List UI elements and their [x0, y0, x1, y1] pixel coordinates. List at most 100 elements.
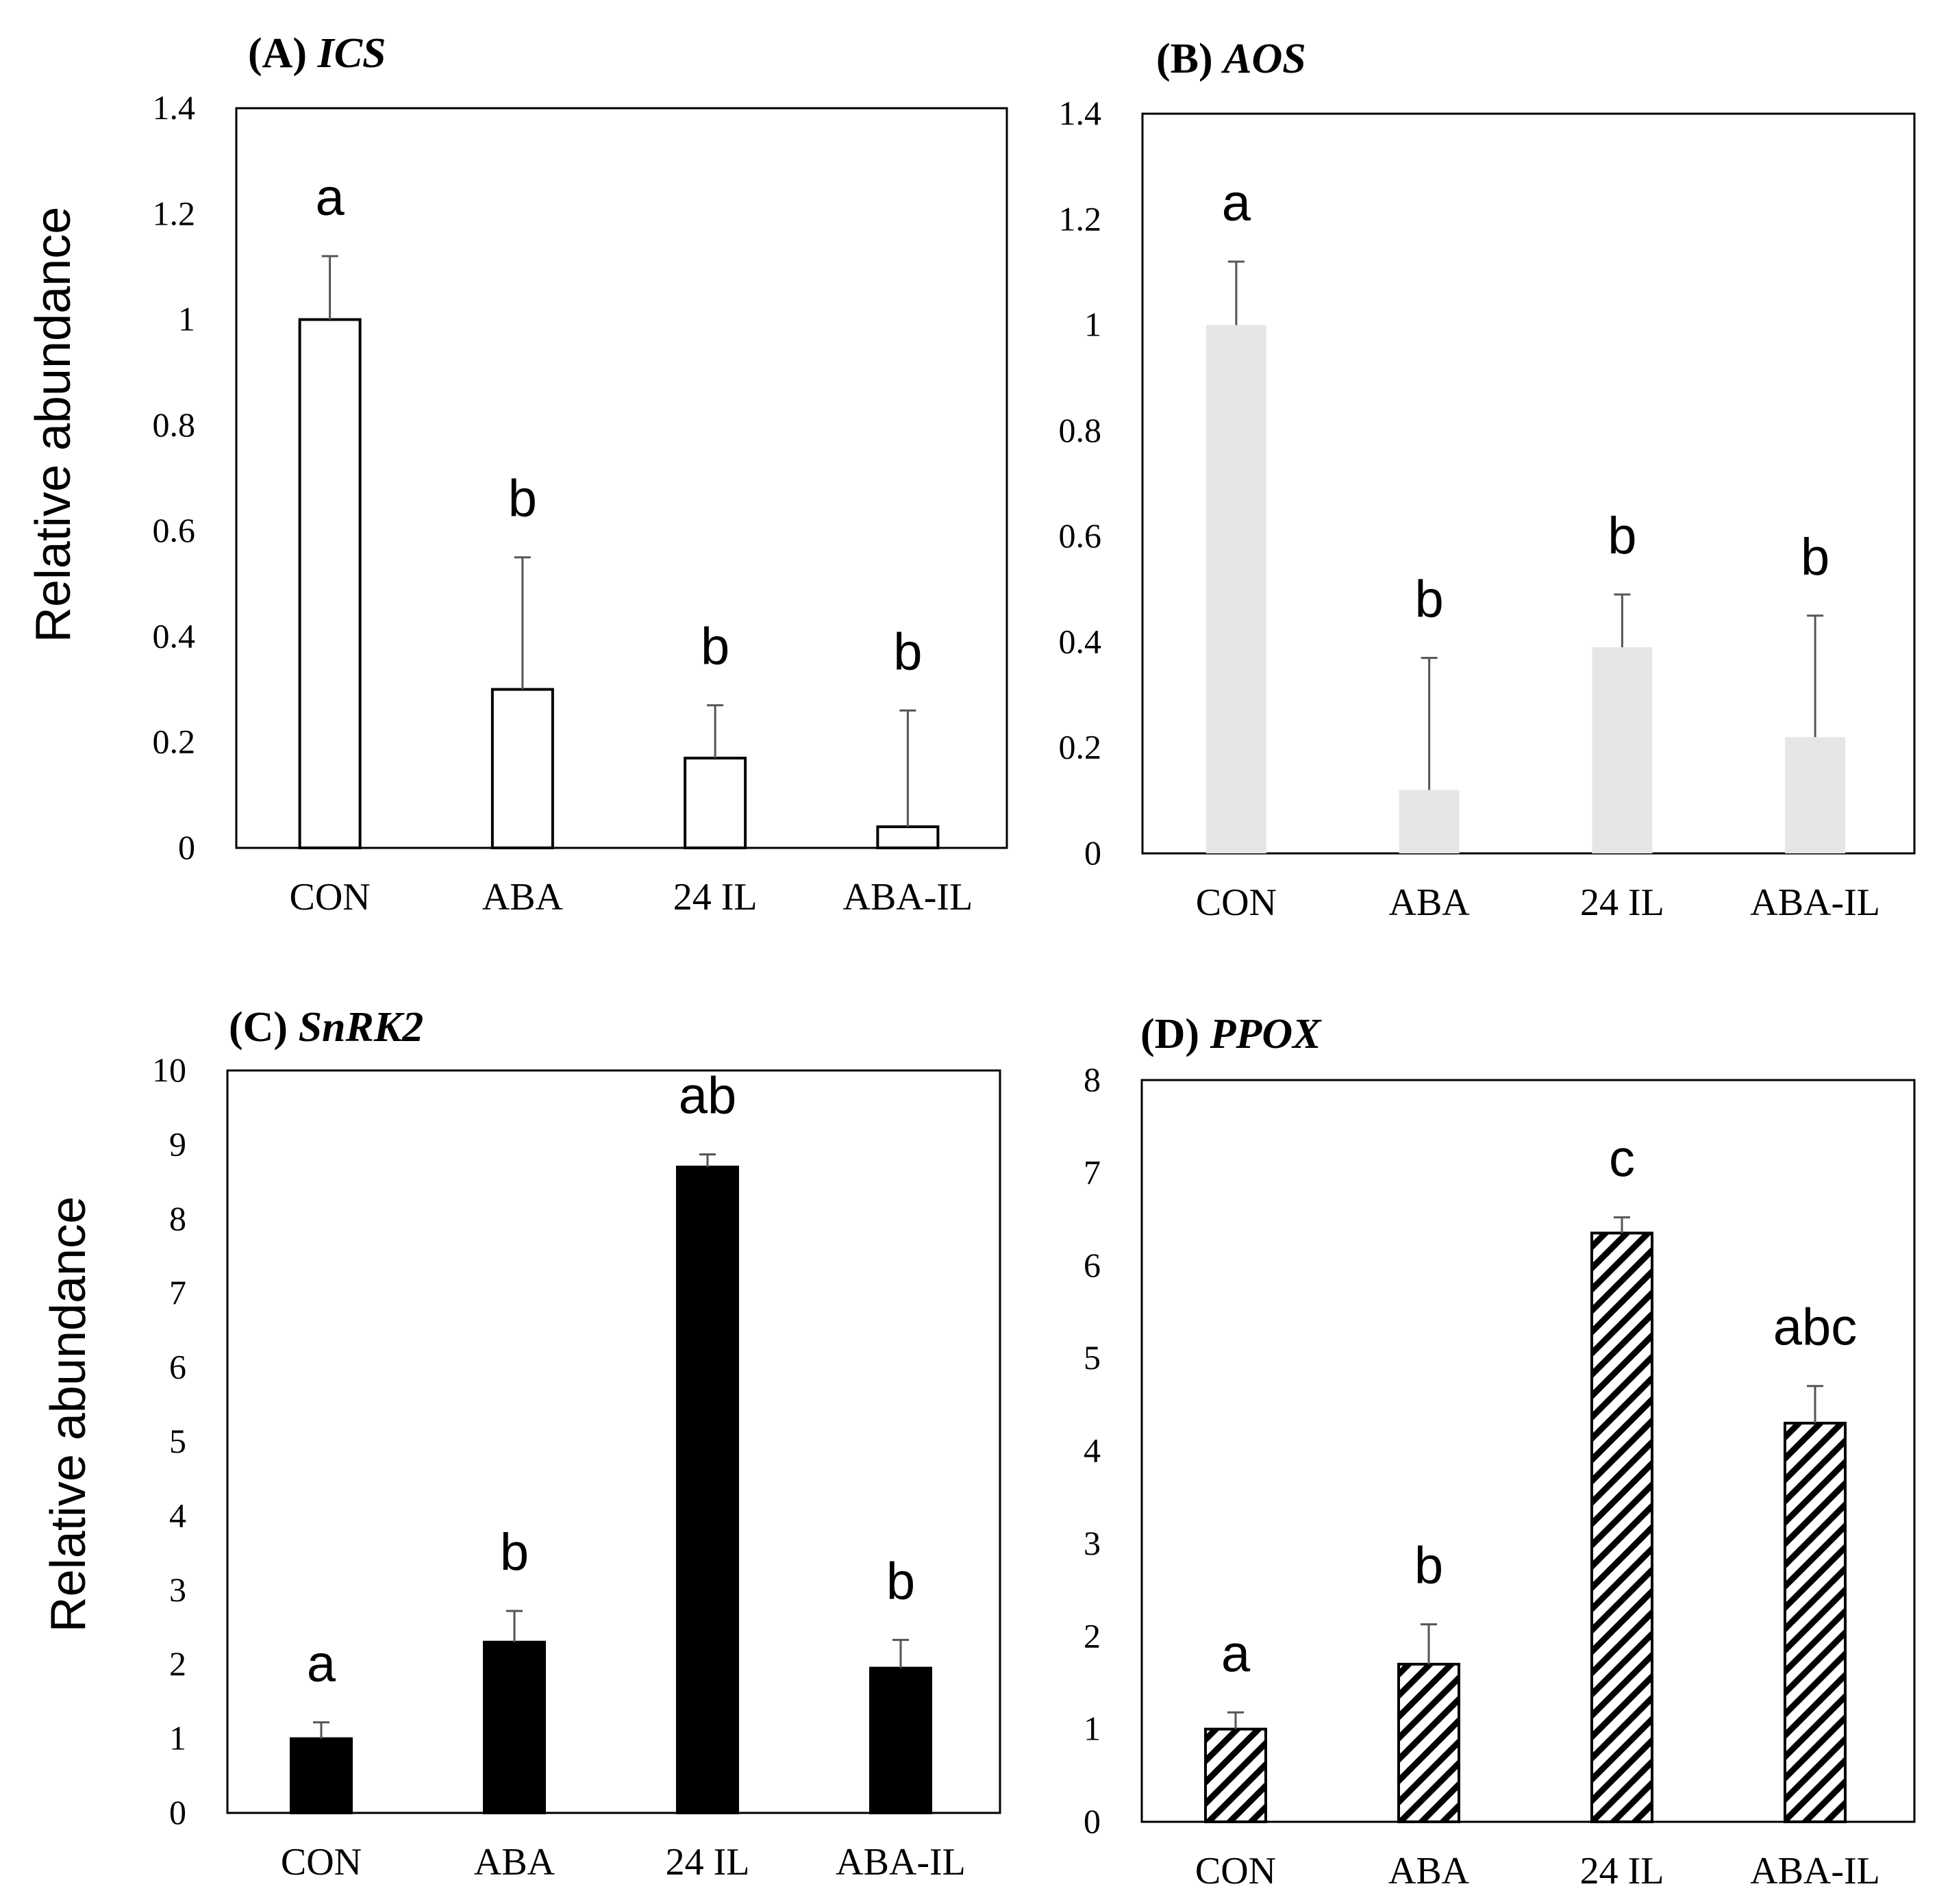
panel-a-error-bar-1 — [514, 556, 531, 690]
panel-a-bar-0 — [298, 318, 362, 850]
panel-a-error-bar-0 — [321, 255, 338, 320]
panel-d-gene: PPOX — [1210, 1011, 1323, 1057]
panel-d-ytick-3: 3 — [1084, 1524, 1101, 1562]
panel-b-letter: (B) — [1156, 36, 1213, 82]
panel-b-ytick-7: 1.4 — [1059, 94, 1102, 132]
panel-d-ytick-7: 7 — [1084, 1153, 1101, 1191]
panel-d-significance-3: abc — [1773, 1299, 1858, 1357]
panel-c-ytick-5: 5 — [169, 1422, 186, 1460]
panel-a-ytick-0: 0 — [178, 828, 195, 866]
panel-a-ytick-7: 1.4 — [153, 88, 196, 127]
panel-b-error-bar-2 — [1614, 593, 1631, 648]
panel-d-xtick-2: 24 IL — [1580, 1850, 1664, 1892]
panel-b-bar-1 — [1399, 790, 1460, 853]
panel-c-xtick-0: CON — [281, 1841, 362, 1883]
panel-b-aos-chart: (B) AOS 0 0.2 0.4 0.6 0.8 1 1.2 1.4 a CON b ABA b 24 … — [1059, 36, 1916, 924]
panel-a-ytick-2: 0.4 — [153, 616, 196, 655]
panel-b-significance-1: b — [1414, 571, 1443, 629]
panel-c-ytick-7: 7 — [169, 1273, 186, 1312]
panel-d-ppox-chart: (D) PPOX 0 1 2 3 4 5 6 7 8 a CON b ABA c 24 IL abc ABA-I… — [1084, 1011, 1916, 1892]
panel-a-significance-1: b — [508, 470, 537, 528]
panel-d-ytick-5: 5 — [1084, 1338, 1101, 1377]
panel-d-error-bar-0 — [1227, 1711, 1244, 1729]
panel-a-ytick-5: 1 — [178, 300, 195, 338]
panel-b-ytick-0: 0 — [1084, 834, 1101, 872]
panel-b-bar-0 — [1205, 325, 1266, 854]
panel-d-letter: (D) — [1140, 1011, 1199, 1057]
panel-d-ytick-1: 1 — [1084, 1709, 1101, 1748]
panel-a-ytick-3: 0.6 — [153, 511, 196, 549]
panel-c-error-bar-3 — [892, 1638, 909, 1668]
panel-a-error-bar-3 — [899, 709, 916, 827]
panel-a-error-bar-2 — [707, 704, 724, 758]
panel-c-error-bar-2 — [699, 1153, 716, 1167]
panel-a-ics-chart: (A) ICS Relative abundance 0 0.2 0.4 0.6 0.8… — [26, 30, 1008, 918]
panel-c-bar-3 — [869, 1666, 932, 1815]
panel-a-y-axis-label: Relative abundance — [26, 207, 81, 642]
panel-c-title: (C) SnRK2 — [229, 1004, 423, 1051]
panel-b-xtick-0: CON — [1196, 881, 1277, 924]
panel-d-xtick-0: CON — [1195, 1850, 1276, 1892]
panel-a-xtick-2: 24 IL — [673, 876, 758, 918]
panel-d-bar-2 — [1590, 1231, 1653, 1823]
panel-a-ytick-1: 0.2 — [153, 723, 196, 761]
panel-c-ytick-3: 3 — [169, 1570, 186, 1609]
panel-a-xtick-1: ABA — [482, 876, 564, 918]
panel-c-bar-2 — [676, 1165, 739, 1815]
panel-a-bar-1 — [490, 688, 554, 849]
panel-c-ytick-9: 9 — [169, 1125, 186, 1163]
panel-d-bar-1 — [1397, 1662, 1460, 1824]
panel-d-plot-frame — [1140, 1079, 1916, 1823]
panel-b-gene: AOS — [1221, 36, 1306, 82]
panel-b-bar-3 — [1785, 737, 1846, 853]
panel-b-error-bar-3 — [1807, 614, 1824, 738]
panel-b-xtick-2: 24 IL — [1580, 881, 1664, 924]
panel-d-ytick-6: 6 — [1084, 1246, 1101, 1284]
panel-d-significance-1: b — [1414, 1537, 1443, 1595]
panel-a-bar-3 — [876, 825, 940, 849]
panel-c-bar-0 — [290, 1737, 353, 1815]
panel-c-significance-0: a — [307, 1635, 336, 1693]
panel-a-significance-2: b — [701, 618, 729, 676]
panel-a-ytick-4: 0.8 — [153, 405, 196, 444]
panel-b-bar-2 — [1592, 647, 1653, 853]
panel-b-ytick-4: 0.8 — [1059, 411, 1102, 449]
panel-d-xtick-3: ABA-IL — [1750, 1850, 1880, 1892]
panel-a-xtick-3: ABA-IL — [843, 876, 973, 918]
panel-a-significance-0: a — [315, 168, 345, 227]
panel-c-bar-1 — [483, 1640, 546, 1814]
panel-c-xtick-1: ABA — [474, 1841, 555, 1883]
panel-b-significance-0: a — [1222, 174, 1251, 232]
panel-c-ytick-0: 0 — [169, 1793, 186, 1831]
panel-c-ytick-8: 8 — [169, 1199, 186, 1238]
panel-c-snrk2-chart: (C) SnRK2 Relative abundance 0 1 2 3 4 5 6 7 8 9 1… — [41, 1004, 1001, 1883]
panel-a-letter: (A) — [248, 30, 307, 77]
panel-c-significance-1: b — [500, 1523, 529, 1581]
panel-a-ytick-6: 1.2 — [153, 194, 196, 232]
panel-c-ytick-4: 4 — [169, 1496, 186, 1534]
panel-b-ytick-1: 0.2 — [1059, 728, 1102, 766]
panel-a-bar-2 — [684, 756, 747, 850]
panel-a-significance-3: b — [893, 623, 922, 681]
panel-c-ytick-6: 6 — [169, 1348, 186, 1386]
panel-b-significance-2: b — [1608, 507, 1636, 565]
panel-a-xtick-0: CON — [290, 876, 371, 918]
panel-b-title: (B) AOS — [1156, 36, 1306, 82]
panel-d-significance-2: c — [1609, 1129, 1635, 1188]
panel-d-ytick-0: 0 — [1084, 1802, 1101, 1840]
panel-c-ytick-1: 1 — [169, 1719, 186, 1757]
panel-b-ytick-2: 0.4 — [1059, 622, 1102, 660]
panel-c-letter: (C) — [229, 1004, 288, 1051]
panel-b-significance-3: b — [1801, 528, 1829, 586]
panel-d-significance-0: a — [1221, 1625, 1251, 1683]
panel-d-error-bar-1 — [1421, 1623, 1437, 1664]
panel-b-error-bar-0 — [1227, 260, 1245, 325]
panel-d-bar-3 — [1784, 1421, 1847, 1823]
panel-c-xtick-2: 24 IL — [666, 1841, 750, 1883]
panel-d-ytick-2: 2 — [1084, 1616, 1101, 1655]
panel-d-bar-0 — [1204, 1727, 1267, 1823]
panel-c-error-bar-1 — [506, 1609, 523, 1642]
panel-b-error-bar-1 — [1421, 657, 1438, 790]
panel-b-ytick-5: 1 — [1084, 305, 1101, 344]
panel-c-significance-2: ab — [679, 1066, 737, 1125]
